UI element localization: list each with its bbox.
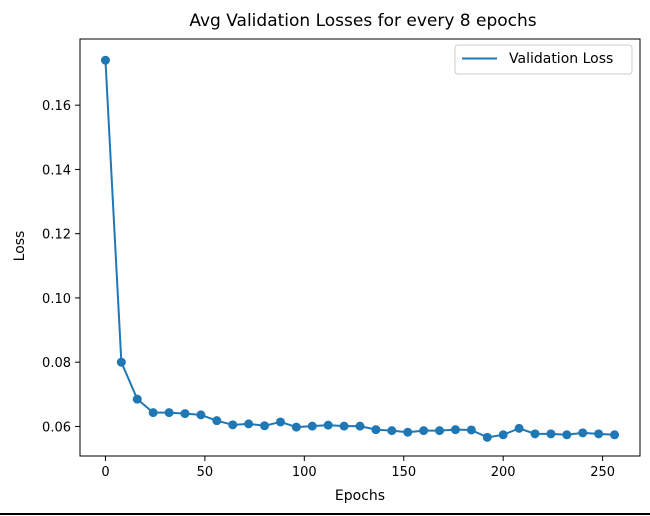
data-point [610,430,620,440]
y-tick-label: 0.12 [42,228,71,243]
x-axis-label: Epochs [335,488,385,504]
data-point [546,429,556,439]
plot-frame [79,38,641,457]
y-tick-label: 0.06 [42,420,71,435]
x-tick-label: 100 [292,465,317,480]
data-point [498,430,508,440]
legend-box [454,44,633,75]
data-point [116,357,126,367]
data-point [387,426,397,436]
chart-title: Avg Validation Losses for every 8 epochs [189,11,536,31]
data-point [228,420,238,430]
data-point [530,429,540,439]
data-point [164,408,174,418]
data-point [450,425,460,435]
data-point [260,421,270,431]
data-point [482,432,492,442]
axis-ticks: 0 50 100 150 200 250 0.06 0.08 0.10 0.12 0.14 0.16 [42,99,615,480]
data-point [403,427,413,437]
data-point [339,421,349,431]
data-point [148,408,158,418]
x-tick-label: 200 [491,465,516,480]
data-point [594,429,604,439]
data-point [419,426,429,436]
y-axis-label: Loss [12,231,28,262]
data-point [244,419,254,429]
data-point [514,423,524,433]
data-point [466,425,476,435]
x-tick-label: 250 [590,465,615,480]
y-tick-label: 0.08 [42,356,71,371]
bottom-border [0,513,650,515]
data-point [355,421,365,431]
y-tick-label: 0.14 [42,163,71,178]
x-tick-label: 50 [197,465,214,480]
data-point [275,417,285,427]
data-point [371,425,381,435]
series-line-validation-loss [104,60,615,439]
data-point [307,421,317,431]
legend: Validation Loss [454,44,633,75]
y-tick-label: 0.10 [42,292,71,307]
data-point [180,409,190,419]
plot-series [100,55,620,442]
data-point [291,422,301,432]
data-point [562,430,572,440]
x-tick-label: 0 [101,465,109,480]
data-point [212,416,222,426]
data-point [132,394,142,404]
y-tick-label: 0.16 [42,99,71,114]
data-point [100,55,110,65]
legend-entry-validation-loss: Validation Loss [509,51,613,67]
x-tick-label: 150 [391,465,416,480]
data-point [435,426,445,436]
data-point [196,410,206,420]
data-point [323,420,333,430]
data-point [578,428,588,438]
